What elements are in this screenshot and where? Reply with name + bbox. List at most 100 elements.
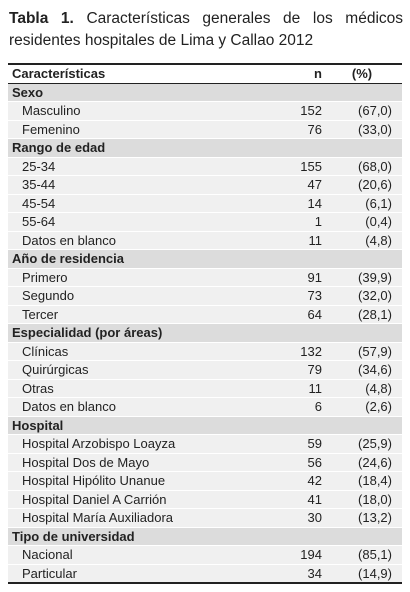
- percent-cell: (25,9): [328, 434, 402, 454]
- percent-cell: (24,6): [328, 453, 402, 472]
- data-row: Femenino 76 (33,0): [8, 120, 402, 139]
- row-label: Hospital Hipólito Unanue: [8, 471, 258, 491]
- data-row: 55-64 1 (0,4): [8, 212, 402, 232]
- count-cell: 194: [258, 545, 328, 565]
- percent-cell: (18,0): [328, 490, 402, 509]
- section-row: Año de residencia: [8, 249, 402, 269]
- row-label: 25-34: [8, 157, 258, 176]
- header-cell: n: [258, 63, 328, 84]
- data-row: Masculino 152 (67,0): [8, 101, 402, 121]
- row-label: Datos en blanco: [8, 231, 258, 250]
- count-cell: 56: [258, 453, 328, 472]
- data-row: Quirúrgicas 79 (34,6): [8, 360, 402, 380]
- section-label: Sexo: [8, 83, 402, 102]
- row-label: Particular: [8, 564, 258, 584]
- section-label: Rango de edad: [8, 138, 402, 158]
- count-cell: 152: [258, 101, 328, 121]
- row-label: Clínicas: [8, 342, 258, 361]
- data-row: 35-44 47 (20,6): [8, 175, 402, 195]
- percent-cell: (57,9): [328, 342, 402, 361]
- data-row: Hospital Daniel A Carrión 41 (18,0): [8, 490, 402, 509]
- data-row: Hospital Arzobispo Loayza 59 (25,9): [8, 434, 402, 454]
- count-cell: 14: [258, 194, 328, 213]
- section-label: Tipo de universidad: [8, 527, 402, 546]
- count-cell: 132: [258, 342, 328, 361]
- section-row: Sexo: [8, 83, 402, 102]
- percent-cell: (68,0): [328, 157, 402, 176]
- data-row: Otras 11 (4,8): [8, 379, 402, 398]
- data-row: Clínicas 132 (57,9): [8, 342, 402, 361]
- percent-cell: (0,4): [328, 212, 402, 232]
- percent-cell: (34,6): [328, 360, 402, 380]
- section-row: Especialidad (por áreas): [8, 323, 402, 343]
- title-text: Características generales de los médicos…: [9, 10, 404, 49]
- header-cell: Características: [8, 63, 258, 84]
- row-label: Primero: [8, 268, 258, 287]
- row-label: Tercer: [8, 305, 258, 324]
- row-label: 45-54: [8, 194, 258, 213]
- row-label: Masculino: [8, 101, 258, 121]
- row-label: Nacional: [8, 545, 258, 565]
- data-row: Datos en blanco 6 (2,6): [8, 397, 402, 417]
- data-row: Segundo 73 (32,0): [8, 286, 402, 306]
- row-label: Otras: [8, 379, 258, 398]
- section-row: Tipo de universidad: [8, 527, 402, 546]
- count-cell: 59: [258, 434, 328, 454]
- table-title: Tabla 1. Características generales de lo…: [9, 8, 403, 52]
- count-cell: 79: [258, 360, 328, 380]
- count-cell: 11: [258, 231, 328, 250]
- row-label: Hospital Dos de Mayo: [8, 453, 258, 472]
- percent-cell: (39,9): [328, 268, 402, 287]
- percent-cell: (13,2): [328, 508, 402, 528]
- section-row: Hospital: [8, 416, 402, 435]
- percent-cell: (20,6): [328, 175, 402, 195]
- row-label: Hospital Arzobispo Loayza: [8, 434, 258, 454]
- row-label: Hospital María Auxiliadora: [8, 508, 258, 528]
- count-cell: 47: [258, 175, 328, 195]
- percent-cell: (67,0): [328, 101, 402, 121]
- percent-cell: (4,8): [328, 379, 402, 398]
- data-row: 25-34 155 (68,0): [8, 157, 402, 176]
- percent-cell: (33,0): [328, 120, 402, 139]
- count-cell: 1: [258, 212, 328, 232]
- section-row: Rango de edad: [8, 138, 402, 158]
- data-row: 45-54 14 (6,1): [8, 194, 402, 213]
- count-cell: 73: [258, 286, 328, 306]
- count-cell: 64: [258, 305, 328, 324]
- row-label: Femenino: [8, 120, 258, 139]
- data-row: Particular 34 (14,9): [8, 564, 402, 584]
- section-label: Hospital: [8, 416, 402, 435]
- section-label: Especialidad (por áreas): [8, 323, 402, 343]
- data-row: Hospital Dos de Mayo 56 (24,6): [8, 453, 402, 472]
- row-label: Datos en blanco: [8, 397, 258, 417]
- data-row: Tercer 64 (28,1): [8, 305, 402, 324]
- count-cell: 6: [258, 397, 328, 417]
- count-cell: 91: [258, 268, 328, 287]
- percent-cell: (85,1): [328, 545, 402, 565]
- row-label: 35-44: [8, 175, 258, 195]
- row-label: 55-64: [8, 212, 258, 232]
- row-label: Quirúrgicas: [8, 360, 258, 380]
- header-row: Características n (%): [8, 63, 402, 84]
- percent-cell: (4,8): [328, 231, 402, 250]
- row-label: Hospital Daniel A Carrión: [8, 490, 258, 509]
- count-cell: 34: [258, 564, 328, 584]
- percent-cell: (14,9): [328, 564, 402, 584]
- data-row: Datos en blanco 11 (4,8): [8, 231, 402, 250]
- row-label: Segundo: [8, 286, 258, 306]
- count-cell: 155: [258, 157, 328, 176]
- table: Características n (%) Sexo Masculino 152 (67,0…: [8, 63, 402, 584]
- data-row: Nacional 194 (85,1): [8, 545, 402, 565]
- percent-cell: (2,6): [328, 397, 402, 417]
- percent-cell: (32,0): [328, 286, 402, 306]
- count-cell: 76: [258, 120, 328, 139]
- section-label: Año de residencia: [8, 249, 402, 269]
- count-cell: 30: [258, 508, 328, 528]
- count-cell: 42: [258, 471, 328, 491]
- header-cell: (%): [328, 63, 402, 84]
- data-row: Primero 91 (39,9): [8, 268, 402, 287]
- data-row: Hospital Hipólito Unanue 42 (18,4): [8, 471, 402, 491]
- table-label: Tabla 1.: [9, 10, 74, 27]
- percent-cell: (6,1): [328, 194, 402, 213]
